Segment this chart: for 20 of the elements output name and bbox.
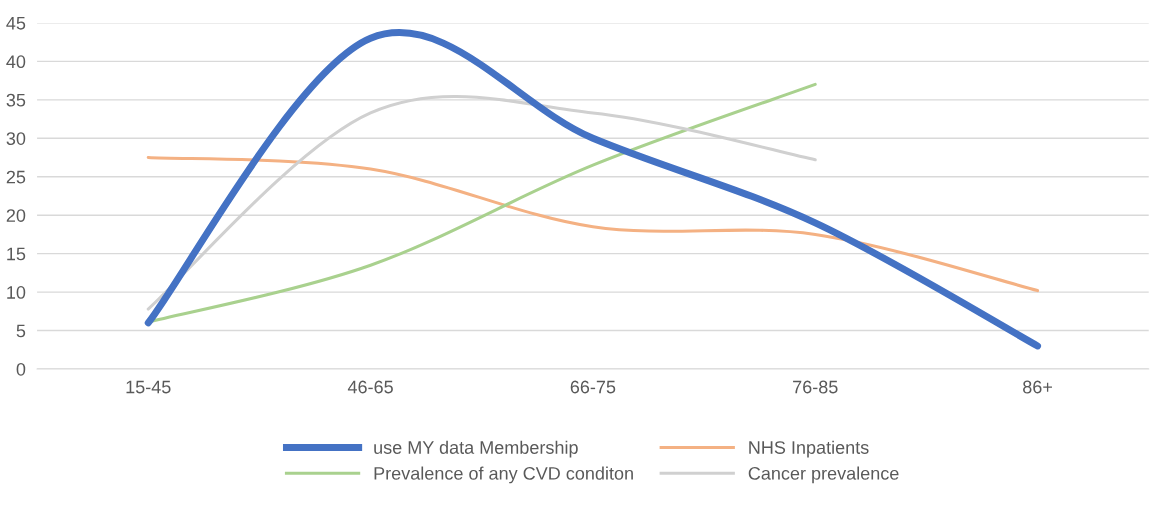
x-tick-label: 15-45 <box>126 380 171 394</box>
x-tick-label: 76-85 <box>793 380 838 394</box>
x-tick-label: 86+ <box>1023 380 1052 394</box>
y-tick-label: 5 <box>16 324 26 338</box>
y-tick-label: 15 <box>7 247 26 261</box>
y-tick-label: 0 <box>16 362 26 376</box>
legend-label: Cancer prevalence <box>748 466 899 484</box>
y-tick-label: 25 <box>6 170 26 184</box>
x-tick-label: 66-75 <box>570 380 616 394</box>
legend-label: NHS Inpatients <box>749 440 869 458</box>
y-tick-label: 45 <box>6 17 26 30</box>
y-tick-label: 20 <box>6 209 26 222</box>
legend-label: use MY data Membership <box>374 440 578 458</box>
line-series <box>146 155 1040 293</box>
y-tick-label: 35 <box>6 93 26 107</box>
x-tick-label: 46-65 <box>347 380 393 394</box>
legend-label: Prevalence of any CVD conditon <box>374 466 633 484</box>
y-tick-label: 10 <box>7 286 26 299</box>
y-tick-label: 30 <box>6 132 26 145</box>
y-tick-label: 40 <box>6 55 26 69</box>
